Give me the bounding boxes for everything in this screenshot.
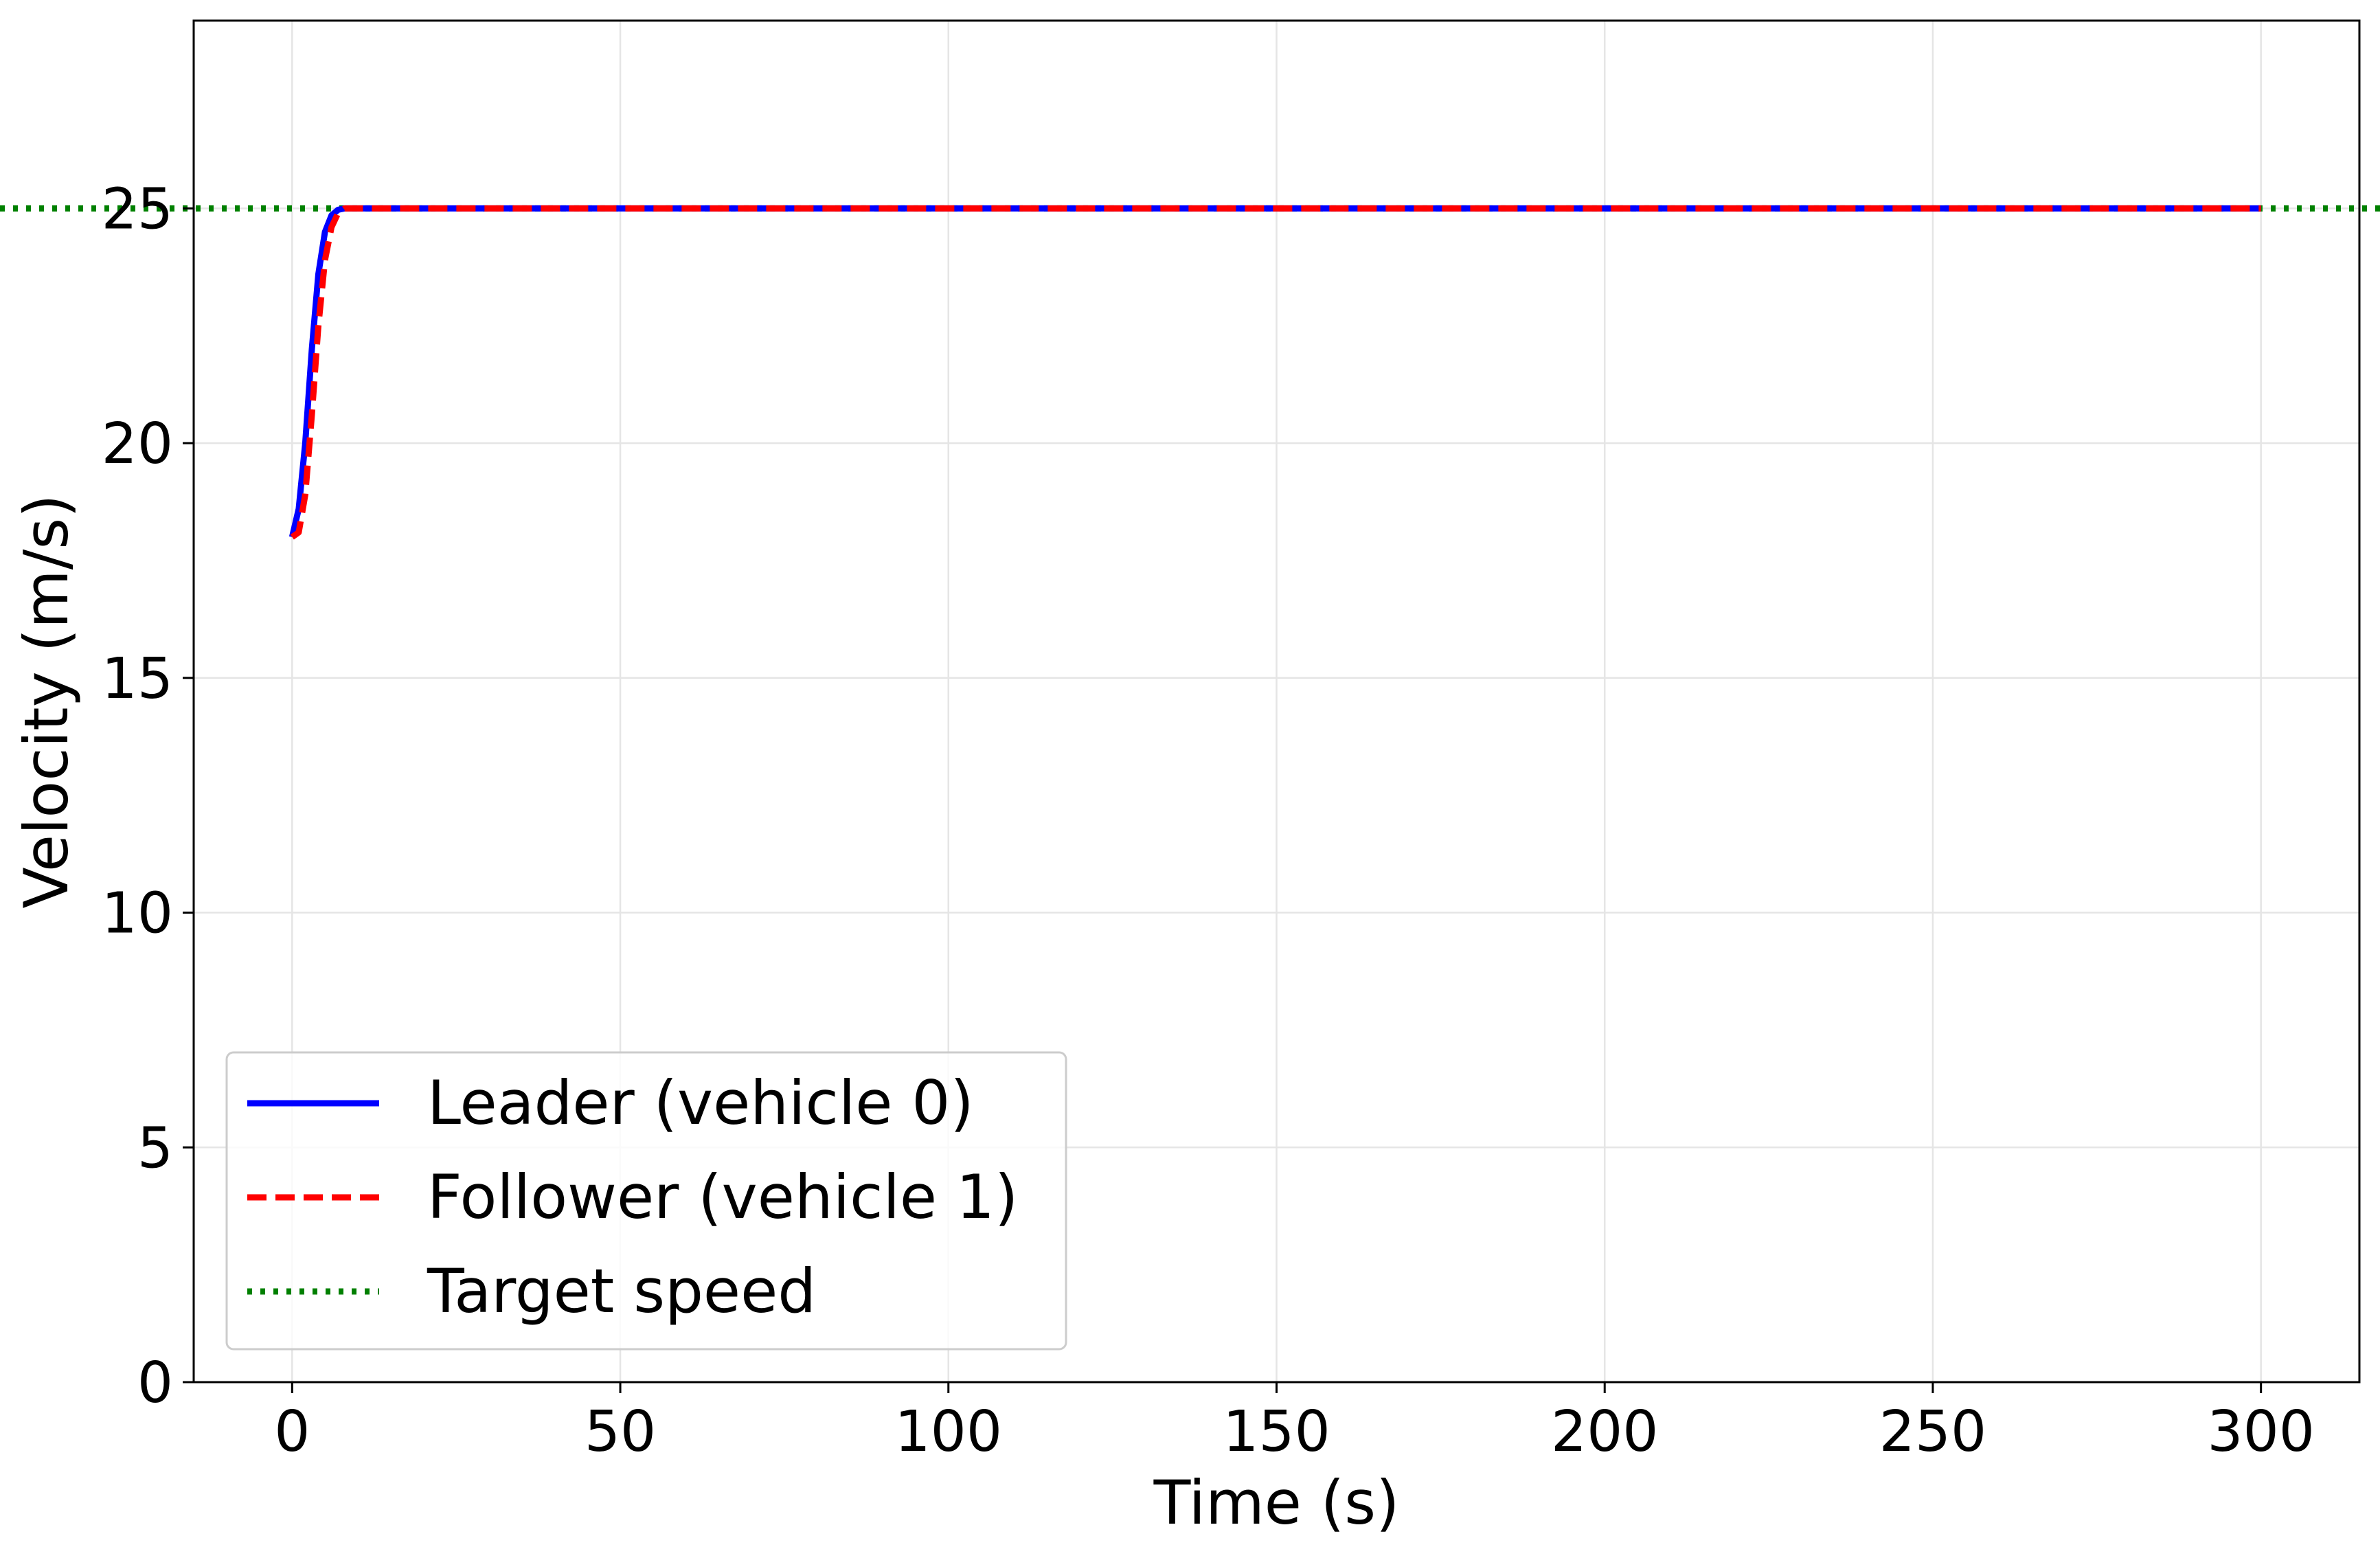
x-tick-label: 250 [1879,1399,1987,1465]
x-tick-label: 300 [2207,1399,2315,1465]
x-tick-label: 100 [895,1399,1003,1465]
series-line-1 [290,205,2261,540]
x-tick-label: 150 [1223,1399,1330,1465]
legend-label-1: Follower (vehicle 1) [427,1162,1018,1232]
ticks: 0 50 100 150 200 250 300 0 5 10 15 20 25 [102,177,2315,1465]
y-tick-label: 0 [137,1351,173,1416]
legend-label-2: Target speed [427,1256,816,1326]
x-tick-label: 50 [585,1399,656,1465]
y-tick-label: 25 [102,177,173,242]
y-tick-label: 5 [137,1116,173,1181]
x-tick-label: 0 [274,1399,310,1465]
x-axis-label: Time (s) [1153,1467,1400,1538]
y-tick-label: 10 [102,881,173,947]
x-tick-label: 200 [1551,1399,1659,1465]
y-tick-label: 20 [102,411,173,477]
legend-label-0: Leader (vehicle 0) [427,1068,974,1138]
y-axis-label: Velocity (m/s) [11,494,82,908]
y-tick-label: 15 [102,646,173,712]
series-layer [0,205,2380,540]
legend: Leader (vehicle 0) Follower (vehicle 1) Ta… [225,1051,1067,1351]
legend-box [225,1051,1067,1351]
